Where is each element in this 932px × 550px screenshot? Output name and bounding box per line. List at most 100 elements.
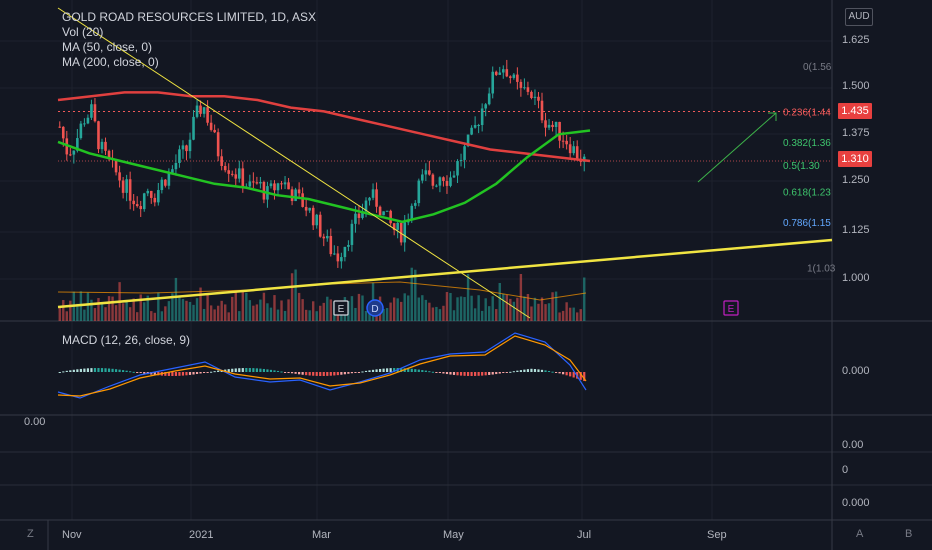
- candle-body: [287, 182, 290, 190]
- volume-bar: [262, 292, 266, 321]
- macd-histogram-bar: [252, 368, 255, 372]
- volume-bar: [297, 292, 301, 321]
- candle-body: [79, 123, 83, 139]
- macd-histogram-bar: [569, 372, 572, 377]
- indicator-volume[interactable]: Vol (20): [62, 25, 104, 39]
- volume-bar: [561, 310, 565, 321]
- macd-histogram-bar: [336, 372, 339, 376]
- candle-body: [252, 181, 255, 183]
- volume-bar: [530, 306, 533, 321]
- volume-bar: [209, 305, 213, 321]
- volume-bar: [199, 287, 202, 321]
- volume-bar: [583, 277, 586, 321]
- macd-histogram-bar: [195, 372, 199, 375]
- volume-bar: [104, 307, 107, 321]
- volume-bar: [400, 301, 403, 321]
- macd-histogram-bar: [371, 369, 375, 372]
- macd-histogram-bar: [526, 369, 530, 372]
- candle-body: [445, 180, 449, 186]
- candle-body: [505, 69, 509, 77]
- candle-body: [280, 183, 283, 185]
- candle-body: [477, 125, 480, 127]
- volume-bar: [252, 305, 255, 321]
- volume-bar: [167, 301, 171, 321]
- candle-body: [301, 193, 304, 207]
- volume-bar: [340, 311, 343, 321]
- volume-bar: [266, 303, 269, 321]
- candle-body: [551, 124, 554, 127]
- candle-body: [554, 121, 558, 127]
- macd-histogram-bar: [97, 368, 100, 372]
- macd-legend[interactable]: MACD (12, 26, close, 9): [62, 333, 191, 347]
- candle-body: [58, 126, 62, 128]
- fib-label: 0.786(1.15: [783, 218, 831, 229]
- macd-histogram-bar: [234, 368, 237, 372]
- indicator-ma200[interactable]: MA (200, close, 0): [62, 55, 159, 69]
- volume-bar: [290, 273, 294, 321]
- volume-bar: [407, 295, 410, 321]
- volume-bar: [125, 300, 128, 321]
- macd-histogram-bar: [104, 368, 107, 372]
- macd-histogram-bar: [322, 372, 325, 376]
- volume-bar: [273, 295, 276, 321]
- candle-body: [213, 129, 216, 133]
- candle-body: [491, 71, 495, 94]
- candle-body: [364, 200, 368, 212]
- candle-body: [269, 183, 273, 187]
- macd-histogram-bar: [164, 372, 167, 376]
- auto-scale-button[interactable]: A: [856, 528, 864, 540]
- price-tick: 1.250: [842, 174, 870, 186]
- fib-label: 0.382(1.36: [783, 138, 831, 149]
- last-price-tag: 1.310: [838, 151, 872, 167]
- candle-body: [297, 189, 301, 194]
- volume-bar: [234, 292, 237, 321]
- macd-histogram-bar: [185, 372, 188, 376]
- volume-bar: [424, 299, 428, 321]
- candle-body: [466, 134, 470, 147]
- zoom-button[interactable]: Z: [27, 528, 34, 540]
- macd-histogram-bar: [122, 370, 125, 372]
- volume-bar: [385, 308, 389, 321]
- fib-label: 0.236(1.44: [783, 107, 831, 118]
- macd-histogram-bar: [111, 368, 114, 372]
- volume-bar: [157, 292, 160, 321]
- ma200-line: [57, 91, 591, 163]
- volume-bar: [114, 305, 118, 321]
- volume-bar: [445, 292, 449, 321]
- volume-bar: [280, 300, 283, 321]
- volume-bar: [139, 294, 142, 321]
- empty-pane-axis: 0.000: [842, 497, 870, 509]
- macd-histogram-bar: [445, 372, 449, 375]
- candle-body: [311, 207, 315, 226]
- volume-bar: [519, 273, 523, 321]
- volume-bar: [153, 312, 156, 321]
- candle-body: [255, 182, 259, 184]
- indicator-ma50[interactable]: MA (50, close, 0): [62, 40, 153, 54]
- volume-bar: [480, 310, 484, 321]
- currency-label[interactable]: AUD: [845, 8, 873, 26]
- time-tick: Jul: [577, 529, 592, 541]
- macd-histogram-bar: [498, 372, 501, 374]
- macd-histogram-bar: [456, 372, 459, 376]
- volume-bar: [396, 298, 399, 321]
- volume-bar: [354, 307, 357, 321]
- symbol-legend[interactable]: GOLD ROAD RESOURCES LIMITED, 1D, ASX Vol…: [62, 10, 316, 70]
- macd-histogram-bar: [305, 372, 308, 376]
- price-tick: 1.000: [842, 272, 870, 284]
- candle-body: [107, 150, 111, 159]
- macd-histogram-bar: [382, 368, 385, 372]
- macd-histogram-bar: [544, 370, 547, 372]
- macd-histogram-bar: [400, 368, 403, 372]
- volume-bar: [477, 295, 480, 321]
- time-tick: May: [443, 529, 464, 541]
- candle-body: [340, 257, 343, 262]
- log-scale-button[interactable]: B: [905, 528, 913, 540]
- volume-bar: [143, 302, 146, 321]
- macd-histogram-bar: [537, 369, 540, 372]
- macd-histogram-bar: [132, 371, 135, 373]
- candle-body: [146, 190, 150, 194]
- candle-body: [248, 181, 252, 187]
- macd-histogram-bar: [452, 372, 456, 375]
- candle-body: [498, 72, 502, 75]
